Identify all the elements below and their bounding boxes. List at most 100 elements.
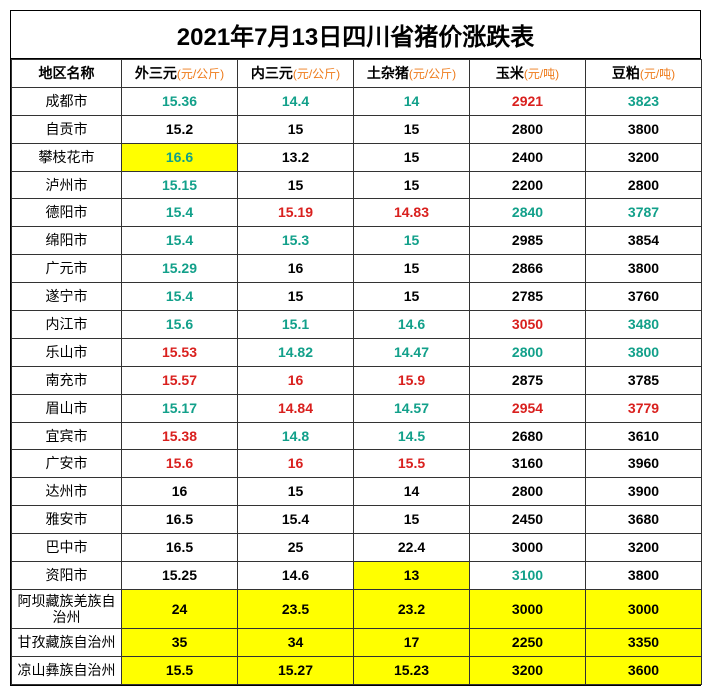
value-cell: 2250 <box>470 629 586 657</box>
value-cell: 16 <box>238 255 354 283</box>
value-cell: 3200 <box>586 143 702 171</box>
region-cell: 巴中市 <box>12 534 122 562</box>
value-cell: 15 <box>238 478 354 506</box>
value-cell: 3050 <box>470 311 586 339</box>
table-row: 绵阳市15.415.31529853854 <box>12 227 702 255</box>
col-unit: (元/吨) <box>524 67 559 81</box>
value-cell: 15.6 <box>122 311 238 339</box>
value-cell: 15.4 <box>238 506 354 534</box>
table-row: 德阳市15.415.1914.8328403787 <box>12 199 702 227</box>
value-cell: 15 <box>354 506 470 534</box>
col-label: 地区名称 <box>39 65 95 81</box>
value-cell: 3160 <box>470 450 586 478</box>
value-cell: 15 <box>354 143 470 171</box>
value-cell: 15.29 <box>122 255 238 283</box>
value-cell: 23.5 <box>238 589 354 628</box>
price-table-container: 2021年7月13日四川省猪价涨跌表 地区名称 外三元(元/公斤)内三元(元/公斤… <box>10 10 701 686</box>
value-cell: 3760 <box>586 283 702 311</box>
col-header-1: 外三元(元/公斤) <box>122 60 238 88</box>
region-cell: 宜宾市 <box>12 422 122 450</box>
table-row: 甘孜藏族自治州35341722503350 <box>12 629 702 657</box>
region-cell: 雅安市 <box>12 506 122 534</box>
value-cell: 23.2 <box>354 589 470 628</box>
value-cell: 3480 <box>586 311 702 339</box>
col-header-3: 土杂猪(元/公斤) <box>354 60 470 88</box>
table-row: 遂宁市15.4151527853760 <box>12 283 702 311</box>
value-cell: 15.3 <box>238 227 354 255</box>
value-cell: 3787 <box>586 199 702 227</box>
region-cell: 达州市 <box>12 478 122 506</box>
col-header-2: 内三元(元/公斤) <box>238 60 354 88</box>
header-row: 地区名称外三元(元/公斤)内三元(元/公斤)土杂猪(元/公斤)玉米(元/吨)豆粕… <box>12 60 702 88</box>
value-cell: 2985 <box>470 227 586 255</box>
value-cell: 3000 <box>470 589 586 628</box>
col-header-4: 玉米(元/吨) <box>470 60 586 88</box>
region-cell: 泸州市 <box>12 171 122 199</box>
col-header-0: 地区名称 <box>12 60 122 88</box>
value-cell: 34 <box>238 629 354 657</box>
value-cell: 3800 <box>586 255 702 283</box>
value-cell: 3100 <box>470 562 586 590</box>
table-row: 资阳市15.2514.61331003800 <box>12 562 702 590</box>
table-row: 达州市16151428003900 <box>12 478 702 506</box>
value-cell: 14.47 <box>354 338 470 366</box>
value-cell: 15.9 <box>354 366 470 394</box>
value-cell: 35 <box>122 629 238 657</box>
value-cell: 2800 <box>470 338 586 366</box>
value-cell: 3680 <box>586 506 702 534</box>
value-cell: 25 <box>238 534 354 562</box>
value-cell: 3779 <box>586 394 702 422</box>
value-cell: 14.8 <box>238 422 354 450</box>
value-cell: 15.19 <box>238 199 354 227</box>
value-cell: 14.5 <box>354 422 470 450</box>
value-cell: 3960 <box>586 450 702 478</box>
value-cell: 2954 <box>470 394 586 422</box>
table-row: 攀枝花市16.613.21524003200 <box>12 143 702 171</box>
value-cell: 2921 <box>470 87 586 115</box>
value-cell: 3610 <box>586 422 702 450</box>
region-cell: 凉山彝族自治州 <box>12 657 122 685</box>
col-unit: (元/公斤) <box>409 67 456 81</box>
value-cell: 3000 <box>470 534 586 562</box>
value-cell: 3800 <box>586 115 702 143</box>
region-cell: 遂宁市 <box>12 283 122 311</box>
region-cell: 乐山市 <box>12 338 122 366</box>
region-cell: 资阳市 <box>12 562 122 590</box>
value-cell: 15.1 <box>238 311 354 339</box>
table-row: 自贡市15.2151528003800 <box>12 115 702 143</box>
value-cell: 2840 <box>470 199 586 227</box>
value-cell: 16 <box>238 366 354 394</box>
region-cell: 内江市 <box>12 311 122 339</box>
value-cell: 22.4 <box>354 534 470 562</box>
value-cell: 16.6 <box>122 143 238 171</box>
col-unit: (元/公斤) <box>177 67 224 81</box>
value-cell: 17 <box>354 629 470 657</box>
value-cell: 15 <box>238 283 354 311</box>
value-cell: 15 <box>238 115 354 143</box>
value-cell: 14 <box>354 478 470 506</box>
value-cell: 15.2 <box>122 115 238 143</box>
value-cell: 15.5 <box>354 450 470 478</box>
value-cell: 15.15 <box>122 171 238 199</box>
value-cell: 15 <box>354 255 470 283</box>
value-cell: 15 <box>354 171 470 199</box>
value-cell: 3800 <box>586 338 702 366</box>
region-cell: 甘孜藏族自治州 <box>12 629 122 657</box>
region-cell: 广安市 <box>12 450 122 478</box>
region-cell: 攀枝花市 <box>12 143 122 171</box>
value-cell: 3785 <box>586 366 702 394</box>
value-cell: 14.57 <box>354 394 470 422</box>
value-cell: 2800 <box>470 478 586 506</box>
table-row: 雅安市16.515.41524503680 <box>12 506 702 534</box>
region-cell: 成都市 <box>12 87 122 115</box>
col-unit: (元/吨) <box>640 67 675 81</box>
value-cell: 3200 <box>470 657 586 685</box>
table-row: 成都市15.3614.41429213823 <box>12 87 702 115</box>
title-text: 2021年7月13日四川省猪价涨跌表 <box>177 24 534 51</box>
region-cell: 自贡市 <box>12 115 122 143</box>
table-row: 广元市15.29161528663800 <box>12 255 702 283</box>
region-cell: 阿坝藏族羌族自治州 <box>12 589 122 628</box>
value-cell: 15.25 <box>122 562 238 590</box>
value-cell: 3200 <box>586 534 702 562</box>
table-row: 凉山彝族自治州15.515.2715.2332003600 <box>12 657 702 685</box>
